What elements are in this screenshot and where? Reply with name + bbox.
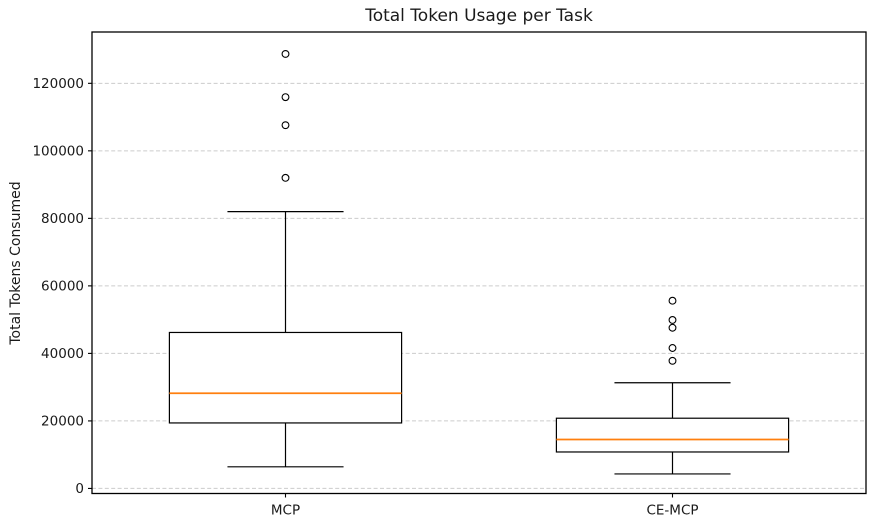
chart-title: Total Token Usage per Task: [365, 6, 593, 26]
mcp-outlier-point: [281, 121, 290, 130]
mcp-outlier-point: [281, 49, 290, 58]
x-tick-label-ce-mcp: CE-MCP: [646, 503, 698, 519]
x-tick-label-mcp: MCP: [271, 503, 300, 519]
y-tick-label: 120000: [32, 76, 84, 92]
mcp-outlier-point: [281, 93, 290, 102]
y-tick-label: 0: [75, 481, 84, 497]
y-tick-label: 40000: [41, 346, 84, 362]
plot-border: [91, 31, 867, 495]
mcp-outlier-point: [281, 173, 290, 182]
y-tick-label: 20000: [41, 414, 84, 430]
ce-mcp-outlier-point: [668, 344, 677, 352]
ce-mcp-outlier-point: [668, 356, 677, 365]
y-tick-label: 60000: [41, 279, 84, 295]
mcp-box: [168, 331, 403, 424]
y-tick-label: 80000: [41, 211, 84, 227]
ce-mcp-outlier-point: [668, 296, 677, 305]
ce-mcp-box: [555, 417, 790, 453]
ce-mcp-outlier-point: [668, 316, 677, 324]
y-tick-label: 100000: [32, 144, 84, 160]
ce-mcp-outlier-point: [668, 323, 677, 332]
